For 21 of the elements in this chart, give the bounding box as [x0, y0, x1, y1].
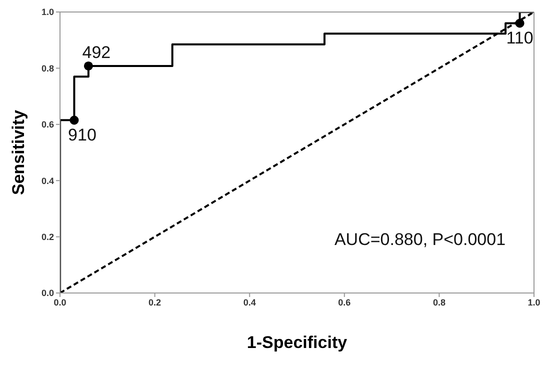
annotation: 110	[506, 28, 534, 48]
x-tick-label: 0.2	[148, 297, 162, 308]
y-axis-title: Sensitivity	[9, 109, 28, 196]
point	[84, 61, 93, 70]
x-tick-label: 0.0	[54, 297, 66, 308]
annotation: 492	[82, 42, 111, 62]
y-tick-label: 0.8	[41, 63, 54, 74]
x-tick-label: 1.0	[528, 297, 540, 308]
annotation: 910	[68, 125, 96, 144]
y-tick-label: 0.0	[41, 288, 54, 298]
x-tick-label: 0.8	[432, 297, 446, 308]
x-tick-label: 0.6	[338, 297, 351, 308]
point	[70, 116, 79, 125]
x-tick-label: 0.4	[243, 297, 256, 308]
point	[515, 18, 524, 28]
annotation: AUC=0.880, P<0.0001	[334, 230, 506, 250]
y-tick-label: 0.6	[41, 120, 54, 130]
y-tick-label: 0.4	[41, 176, 54, 186]
y-tick-label: 1.0	[41, 7, 54, 18]
x-axis-title: 1-Specificity	[246, 333, 348, 352]
y-tick-label: 0.2	[41, 232, 54, 242]
